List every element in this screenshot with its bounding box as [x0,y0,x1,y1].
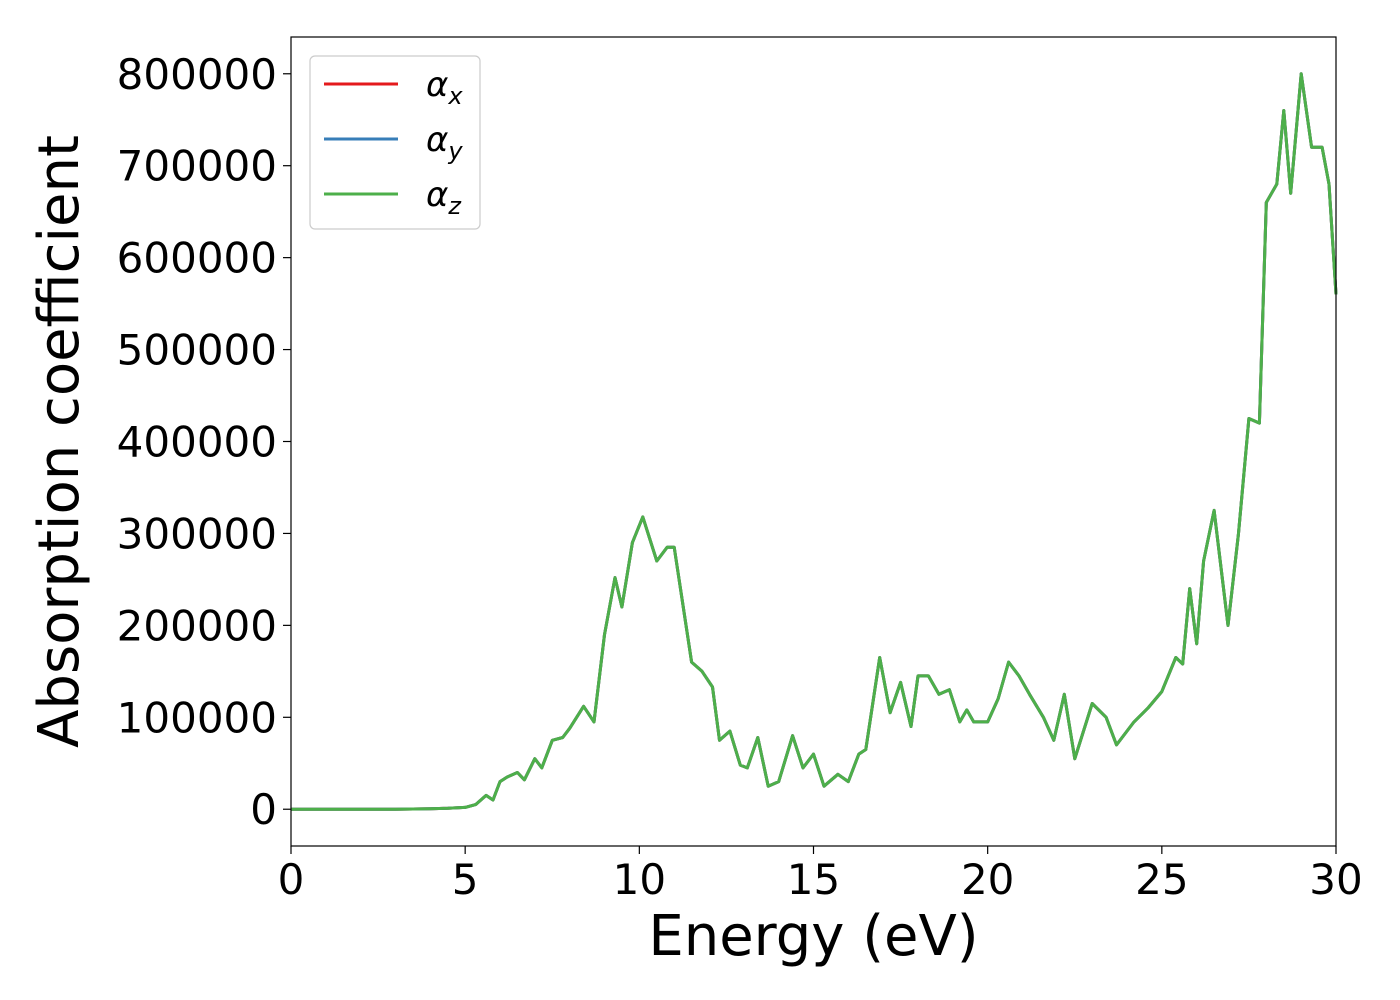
series-line-α_z [291,72,1338,811]
x-tick-label: 15 [787,855,840,904]
x-tick-label: 30 [1309,855,1362,904]
y-tick-label: 400000 [117,418,277,467]
y-tick-label: 0 [250,785,277,834]
legend: αx αy αz [309,55,481,230]
legend-entry-label: αy [426,120,463,165]
y-tick-label: 500000 [117,326,277,375]
y-tick-label: 200000 [117,601,277,650]
y-tick-label: 800000 [117,50,277,99]
x-tick-label: 10 [613,855,666,904]
y-axis-ticks: 0 100000 200000 300000 400000 500000 600000 700… [117,50,291,834]
x-tick-label: 0 [278,855,305,904]
y-axis-label: Absorption coefficient [27,135,92,748]
x-axis-ticks: 0 5 10 15 20 25 30 [278,846,1363,904]
legend-box [309,55,481,230]
legend-entry-label: αz [426,175,462,220]
y-tick-label: 700000 [117,142,277,191]
x-axis-label: Energy (eV) [648,904,978,969]
y-tick-label: 600000 [117,234,277,283]
x-tick-label: 25 [1135,855,1188,904]
legend-entry-label: αx [426,65,463,110]
y-tick-label: 100000 [117,693,277,742]
y-tick-label: 300000 [117,509,277,558]
series-layer [291,72,1338,811]
x-tick-label: 20 [961,855,1014,904]
x-tick-label: 5 [452,855,479,904]
